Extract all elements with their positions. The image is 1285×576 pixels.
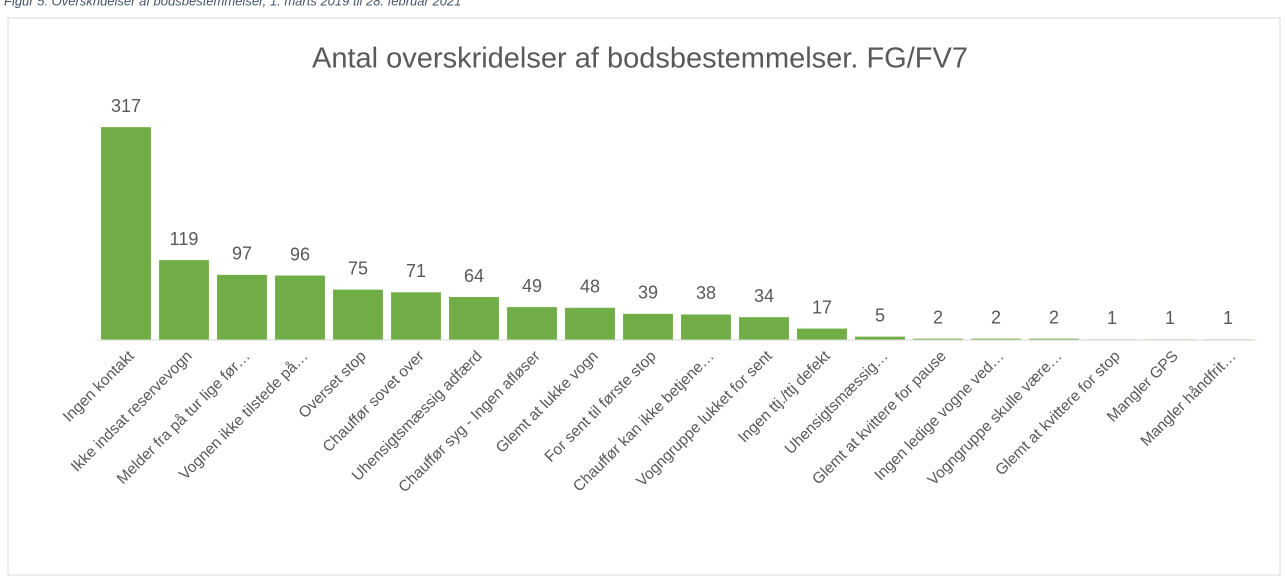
bar	[275, 275, 325, 340]
data-label: 75	[348, 258, 368, 278]
data-label: 317	[111, 96, 141, 116]
bar	[449, 297, 499, 340]
data-label: 71	[406, 261, 426, 281]
bar	[101, 127, 151, 341]
data-label: 1	[1107, 308, 1117, 328]
bar	[565, 307, 615, 340]
bar	[623, 313, 673, 340]
data-label: 1	[1165, 308, 1175, 328]
data-label: 2	[933, 307, 943, 327]
bar	[159, 260, 209, 340]
bar	[217, 274, 267, 340]
bar	[1029, 338, 1079, 340]
data-label: 2	[991, 307, 1001, 327]
bar	[333, 289, 383, 340]
data-label: 5	[875, 305, 885, 325]
data-label: 119	[170, 229, 199, 249]
figure-caption: Figur 5: Overskridelser af bodsbestemmel…	[4, 0, 461, 8]
data-label: 64	[464, 266, 484, 286]
bar	[913, 338, 963, 340]
bar	[797, 328, 847, 340]
data-label: 39	[638, 283, 658, 303]
data-label: 96	[290, 244, 310, 264]
bar	[391, 292, 441, 340]
data-label: 34	[754, 286, 774, 306]
bar	[507, 307, 557, 340]
data-label: 2	[1049, 307, 1059, 327]
bar	[681, 314, 731, 340]
data-label: 97	[232, 244, 252, 264]
data-label: 49	[522, 276, 542, 296]
bar	[855, 336, 905, 340]
chart-title: Antal overskridelser af bodsbestemmelser…	[312, 43, 968, 75]
bar	[971, 338, 1021, 340]
data-label: 17	[812, 297, 832, 317]
data-label: 48	[580, 277, 600, 297]
data-label: 38	[696, 283, 716, 303]
data-label: 1	[1223, 308, 1233, 328]
bar	[739, 317, 789, 340]
